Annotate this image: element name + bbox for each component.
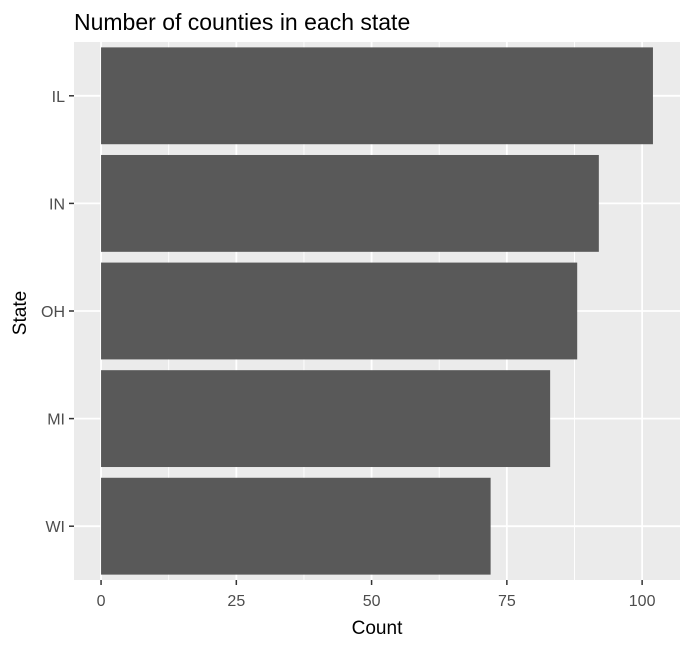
- y-axis-title: State: [10, 291, 31, 335]
- bar-in: [101, 154, 599, 252]
- y-tick-label: WI: [45, 519, 65, 536]
- y-axis: IL IN OH MI WI: [41, 89, 74, 536]
- x-tick-label: 75: [498, 593, 516, 610]
- x-tick-label: 100: [629, 593, 656, 610]
- x-tick-label: 25: [227, 593, 245, 610]
- bar-wi: [101, 477, 491, 575]
- x-tick-label: 0: [97, 593, 106, 610]
- y-tick-label: OH: [41, 304, 65, 321]
- y-tick-label: IN: [49, 196, 65, 213]
- bar-mi: [101, 370, 551, 468]
- x-tick-label: 50: [363, 593, 381, 610]
- y-tick-label: IL: [52, 89, 65, 106]
- x-axis-title: Count: [352, 618, 403, 639]
- bar-oh: [101, 262, 578, 360]
- bar-il: [101, 47, 653, 145]
- y-tick-label: MI: [47, 412, 65, 429]
- bars: [101, 47, 653, 575]
- chart-title: Number of counties in each state: [74, 9, 410, 35]
- x-axis: 0 25 50 75 100: [97, 580, 656, 610]
